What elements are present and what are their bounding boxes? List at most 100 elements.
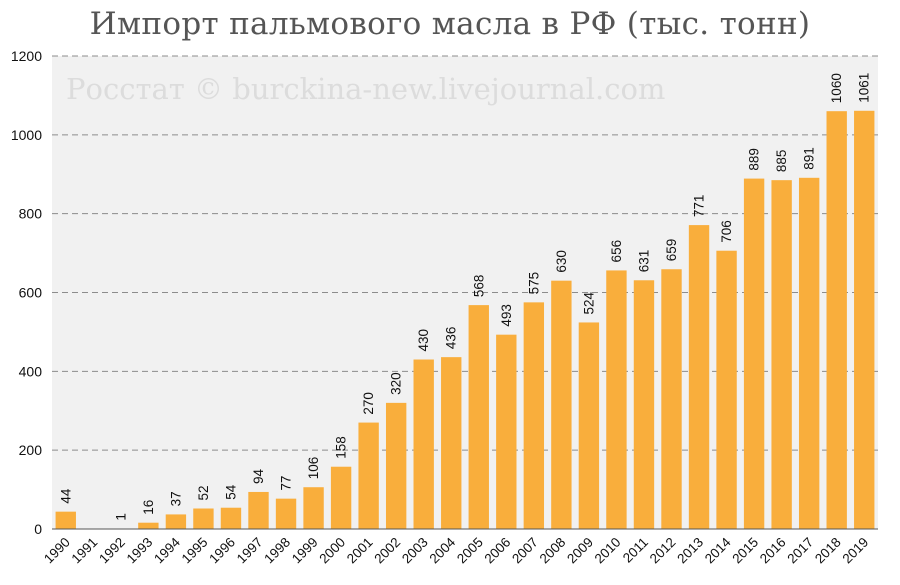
x-tick-label: 2003 — [399, 535, 431, 567]
bar — [633, 280, 655, 529]
data-label: 631 — [636, 250, 651, 273]
x-tick-label: 1992 — [96, 535, 128, 567]
bar — [826, 111, 847, 529]
x-tick-label: 1996 — [206, 535, 238, 567]
bar — [248, 491, 269, 529]
bar — [303, 487, 324, 529]
bar — [496, 334, 517, 529]
y-tick-label: 1200 — [11, 48, 42, 64]
data-label: 706 — [719, 220, 734, 243]
y-axis: 0 200 400 600 800 1000 1200 — [11, 48, 42, 537]
x-tick-label: 1990 — [41, 535, 73, 567]
x-tick-label: 2013 — [674, 535, 706, 567]
bar — [220, 507, 242, 529]
x-tick-label: 2007 — [509, 535, 541, 567]
data-label: 889 — [747, 148, 762, 171]
data-label: 270 — [361, 392, 376, 415]
data-label: 106 — [306, 457, 321, 480]
x-tick-label: 2002 — [371, 535, 403, 567]
x-axis: 1990199119921993199419951996199719981999… — [41, 528, 878, 567]
x-tick-label: 1999 — [289, 535, 321, 567]
bar — [385, 402, 407, 529]
data-label: 54 — [223, 484, 238, 500]
y-tick-label: 200 — [19, 442, 43, 458]
x-tick-label: 1997 — [234, 535, 266, 567]
x-tick-label: 2014 — [702, 534, 734, 566]
x-tick-label: 2016 — [757, 535, 789, 567]
bar — [275, 498, 297, 529]
x-tick-label: 1993 — [124, 535, 156, 567]
bar — [138, 522, 159, 529]
bar — [688, 225, 710, 529]
data-label: 94 — [251, 468, 266, 484]
x-tick-label: 2009 — [564, 535, 596, 567]
data-label: 158 — [334, 436, 349, 459]
data-label: 1 — [113, 513, 128, 521]
x-tick-label: 2011 — [620, 535, 651, 566]
x-tick-label: 2019 — [840, 535, 872, 567]
bar — [441, 357, 462, 529]
bar — [358, 422, 379, 529]
bar — [468, 305, 489, 529]
x-tick-label: 2008 — [537, 535, 569, 567]
data-label: 37 — [168, 491, 183, 506]
watermark-text: Росстат © burckina-new.livejournal.com — [66, 72, 665, 106]
data-label: 52 — [196, 485, 211, 500]
x-tick-label: 2000 — [316, 535, 348, 567]
x-tick-label: 2018 — [812, 535, 844, 567]
x-tick-label: 2010 — [592, 535, 624, 567]
x-tick-label: 2004 — [427, 534, 459, 566]
bar — [413, 359, 434, 529]
bar — [523, 302, 545, 529]
data-label: 659 — [664, 239, 679, 262]
bar — [606, 270, 627, 529]
chart-title: Импорт пальмового масла в РФ (тыс. тонн) — [89, 6, 811, 42]
bar — [330, 466, 352, 529]
bar — [165, 514, 187, 529]
data-label: 44 — [58, 488, 73, 504]
data-label: 656 — [609, 240, 624, 263]
bar — [771, 180, 792, 529]
x-tick-label: 1998 — [261, 535, 293, 567]
x-tick-label: 2006 — [482, 535, 514, 567]
x-tick-label: 2012 — [647, 535, 679, 567]
data-label: 1061 — [857, 73, 872, 103]
y-tick-label: 400 — [19, 363, 43, 379]
data-labels: 44 1 16 37 52 54 94 77 106 158 270 320 430 436 568 493 5… — [58, 73, 871, 521]
bar-series — [55, 110, 875, 530]
data-label: 630 — [554, 250, 569, 273]
bar — [55, 511, 76, 529]
data-label: 436 — [444, 327, 459, 350]
data-label: 430 — [416, 329, 431, 352]
x-tick-label: 2005 — [454, 535, 486, 567]
data-label: 320 — [389, 372, 404, 395]
bar — [798, 177, 820, 530]
y-tick-label: 800 — [19, 206, 43, 222]
x-tick-label: 1991 — [69, 535, 101, 567]
bar — [716, 250, 737, 530]
data-label: 891 — [802, 147, 817, 170]
x-tick-label: 2001 — [344, 535, 376, 567]
data-label: 1060 — [829, 73, 844, 103]
x-tick-label: 2015 — [729, 535, 761, 567]
bar — [661, 269, 682, 529]
bar — [551, 280, 572, 529]
bar — [193, 508, 214, 529]
gridlines — [52, 55, 878, 451]
data-label: 885 — [774, 150, 789, 173]
data-label: 575 — [526, 272, 541, 295]
y-tick-label: 600 — [19, 285, 43, 301]
x-tick-label: 1994 — [151, 534, 183, 566]
x-tick-label: 1995 — [179, 535, 211, 567]
bar — [854, 110, 875, 529]
data-label: 493 — [499, 304, 514, 327]
y-tick-label: 0 — [34, 521, 42, 537]
data-label: 77 — [279, 476, 294, 491]
data-label: 16 — [141, 500, 156, 515]
data-label: 524 — [581, 291, 596, 314]
data-label: 771 — [692, 195, 707, 218]
y-tick-label: 1000 — [11, 127, 42, 143]
x-tick-label: 2017 — [784, 535, 816, 567]
bar — [743, 178, 765, 530]
